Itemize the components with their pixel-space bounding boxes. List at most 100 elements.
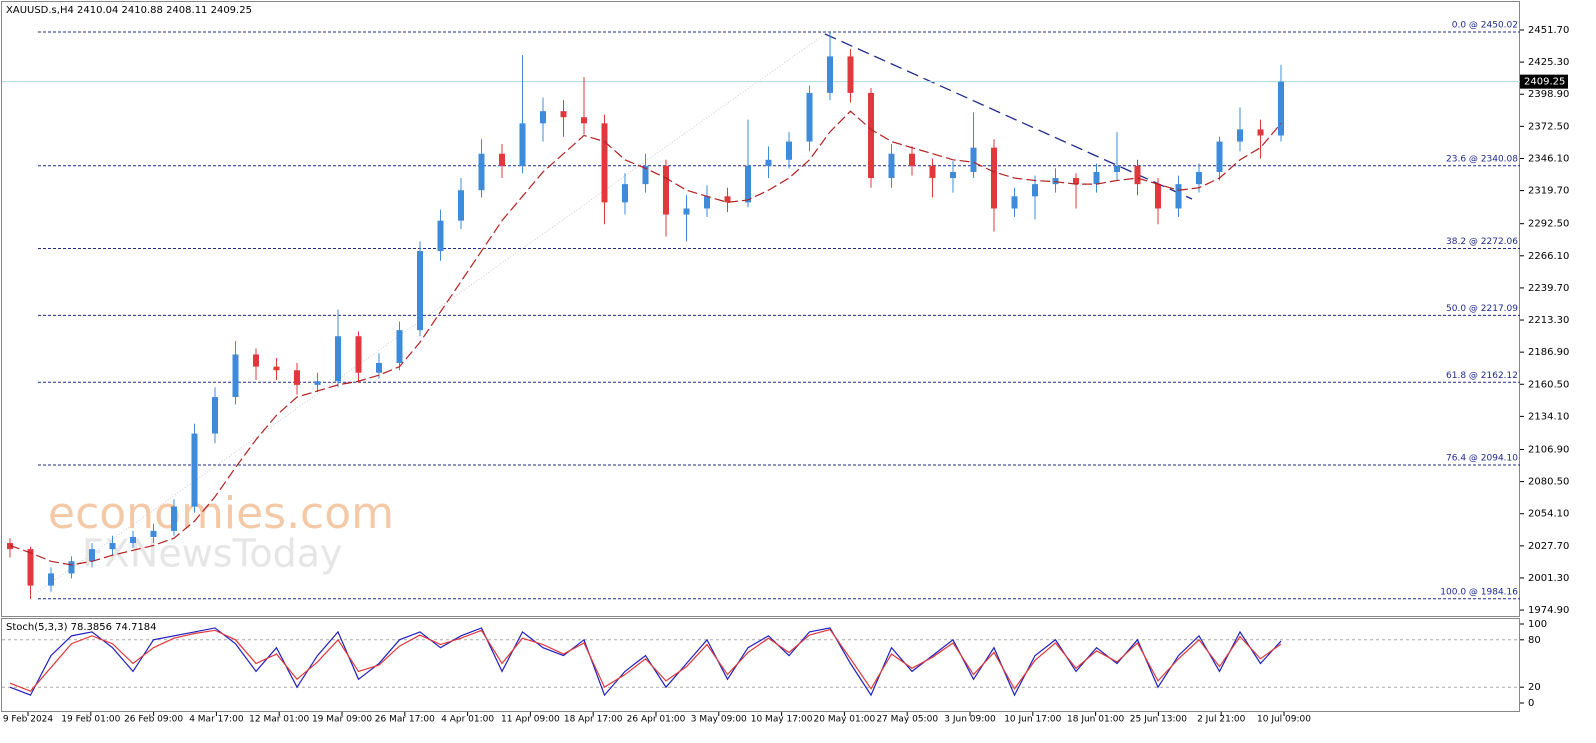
- x-tick-label: 12 Mar 01:00: [249, 715, 309, 725]
- candle-body: [581, 117, 587, 124]
- chart-title: XAUUSD.s,H4 2410.04 2410.88 2408.11 2409…: [6, 5, 252, 16]
- fib-label: 0.0 @ 2450.02: [1452, 21, 1518, 31]
- candle-body: [1237, 129, 1243, 142]
- stoch-title: Stoch(5,3,3) 78.3856 74.7184: [6, 622, 157, 633]
- candle-body: [89, 549, 95, 562]
- candle-body: [929, 165, 936, 179]
- y-tick-label: 2134.10: [1528, 411, 1569, 422]
- y-tick-label: 2054.10: [1528, 509, 1569, 520]
- y-tick-label: 2001.30: [1528, 573, 1569, 584]
- candle-body: [478, 153, 485, 191]
- fib-label: 100.0 @ 1984.16: [1440, 587, 1518, 597]
- candle-body: [68, 561, 75, 574]
- x-tick-label: 25 Jun 13:00: [1130, 715, 1187, 725]
- y-tick-label: 2106.90: [1528, 444, 1569, 455]
- candle-body: [232, 354, 239, 398]
- candle-body: [150, 530, 157, 537]
- stoch-tick-label: 100: [1528, 619, 1547, 630]
- candle-body: [1073, 178, 1079, 185]
- fib-label: 38.2 @ 2272.06: [1446, 237, 1518, 247]
- candle-body: [253, 354, 259, 367]
- fib-label: 23.6 @ 2340.08: [1446, 154, 1518, 164]
- x-tick-label: 9 Feb 2024: [3, 715, 54, 725]
- candle-body: [437, 220, 444, 252]
- candle-body: [130, 536, 136, 544]
- moving-average: [9, 110, 1282, 566]
- y-tick-label: 2080.50: [1528, 477, 1569, 488]
- y-tick-label: 2186.90: [1528, 347, 1569, 358]
- x-tick-label: 10 Jul 09:00: [1257, 715, 1311, 725]
- candle-body: [1052, 178, 1059, 185]
- candle-body: [109, 543, 116, 550]
- x-tick-label: 27 May 05:00: [876, 715, 938, 725]
- candle-body: [499, 153, 505, 166]
- candle-body: [273, 366, 280, 371]
- watermark: economies.com FXNewsToday: [48, 488, 394, 576]
- candle-body: [1134, 165, 1141, 185]
- y-tick-label: 2292.50: [1528, 219, 1569, 230]
- candle-body: [1155, 184, 1161, 209]
- y-tick-label: 2425.30: [1528, 57, 1569, 68]
- candle-body: [1216, 141, 1223, 172]
- fib-label: 76.4 @ 2094.10: [1446, 454, 1518, 464]
- last-price-label: 2409.25: [1524, 77, 1565, 88]
- candle-body: [847, 56, 854, 93]
- watermark-text: FXNewsToday: [82, 532, 342, 576]
- stoch-d: [9, 628, 1282, 692]
- x-tick-label: 3 May 09:00: [691, 715, 747, 725]
- x-tick-label: 20 May 01:00: [814, 715, 876, 725]
- trend-line: [824, 33, 1193, 200]
- candle-body: [314, 381, 321, 385]
- x-tick-label: 3 Jun 09:00: [944, 715, 996, 725]
- last-price-box: [1520, 74, 1568, 89]
- x-tick-label: 26 Mar 17:00: [375, 715, 435, 725]
- fib-label: 61.8 @ 2162.12: [1446, 371, 1518, 381]
- candle-body: [683, 208, 690, 215]
- x-tick-label: 4 Mar 17:00: [189, 715, 244, 725]
- candle-body: [335, 336, 341, 382]
- stoch-tick-label: 20: [1528, 682, 1541, 693]
- candle-body: [458, 190, 464, 221]
- candle-body: [1196, 171, 1202, 185]
- x-tick-label: 19 Mar 09:00: [312, 715, 372, 725]
- candle-body: [294, 370, 300, 385]
- stoch-frame: [1, 618, 1520, 712]
- x-tick-label: 26 Apr 01:00: [627, 715, 686, 725]
- candle-body: [519, 123, 526, 166]
- candle-body: [704, 196, 710, 209]
- x-tick-label: 4 Apr 01:00: [441, 715, 494, 725]
- y-tick-label: 2027.70: [1528, 541, 1569, 552]
- candle-body: [888, 153, 895, 179]
- candle-body: [663, 165, 669, 215]
- stoch-tick-label: 80: [1528, 635, 1541, 646]
- candle-body: [724, 196, 731, 203]
- candle-body: [540, 111, 546, 124]
- candle-body: [1278, 81, 1284, 136]
- fib-label: 50.0 @ 2217.09: [1446, 304, 1518, 314]
- candle-body: [48, 573, 54, 586]
- candle-body: [1093, 171, 1100, 185]
- candle-body: [560, 111, 567, 118]
- candle-body: [601, 123, 608, 203]
- candle-body: [1032, 184, 1038, 197]
- candle-body: [991, 147, 997, 209]
- candle-body: [27, 549, 34, 586]
- candle-body: [950, 171, 956, 179]
- x-tick-label: 11 Apr 09:00: [501, 715, 560, 725]
- y-tick-label: 2451.70: [1528, 25, 1569, 36]
- candle-body: [396, 330, 403, 363]
- x-tick-label: 19 Feb 01:00: [61, 715, 120, 725]
- candle-body: [1257, 129, 1264, 136]
- candle-body: [786, 141, 792, 160]
- candle-body: [806, 92, 813, 142]
- candle-body: [171, 506, 177, 531]
- y-tick-label: 2372.50: [1528, 121, 1569, 132]
- x-tick-label: 10 Jun 17:00: [1004, 715, 1061, 725]
- candle-body: [1011, 196, 1018, 209]
- candle-body: [1175, 184, 1182, 209]
- watermark-text: economies.com: [48, 488, 394, 539]
- y-tick-label: 1974.90: [1528, 605, 1569, 616]
